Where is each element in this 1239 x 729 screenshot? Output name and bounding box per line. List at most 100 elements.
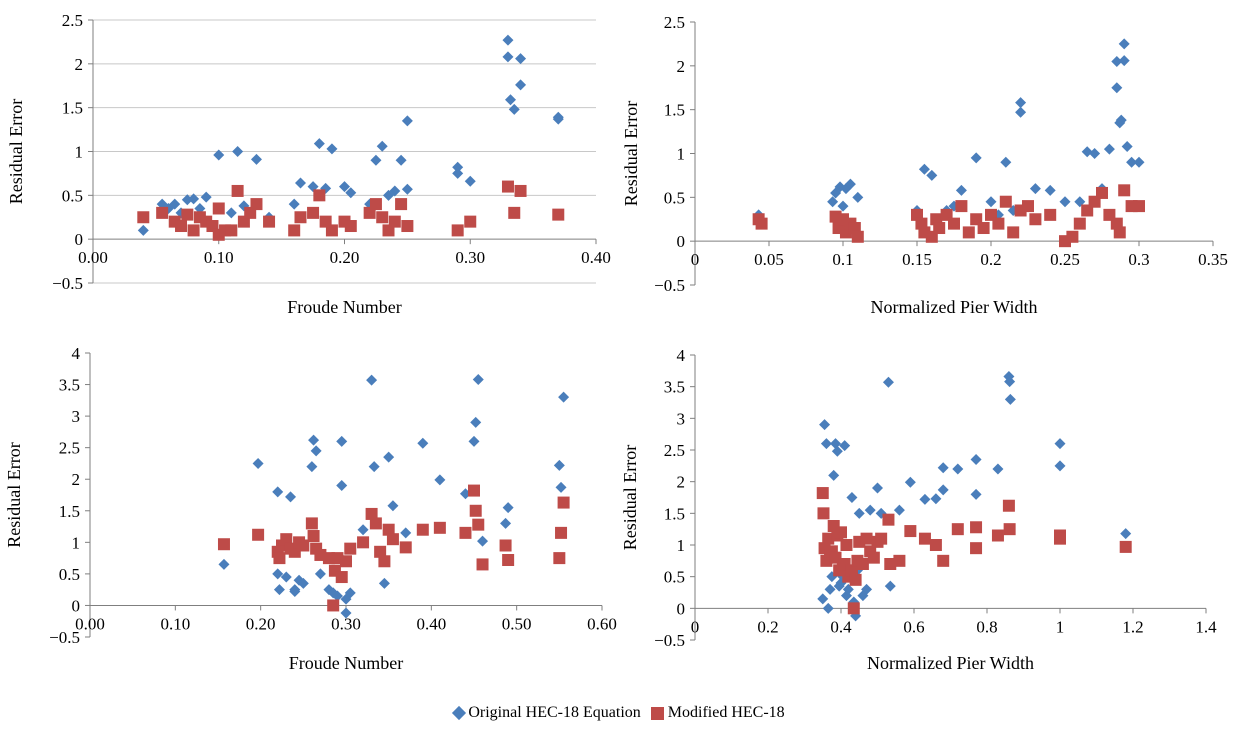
data-point-modified (326, 224, 338, 236)
legend-label-modified: Modified HEC-18 (668, 704, 785, 721)
data-point-modified (1000, 196, 1012, 208)
chart-panel-2: −0.500.511.522.50 0.05 0.1 0.15 0.2 0.25 0.3 0.… (621, 13, 1228, 317)
data-point-original (854, 508, 865, 519)
data-point-modified (817, 487, 829, 499)
data-point-original (251, 154, 262, 165)
data-point-original (819, 419, 830, 430)
y-tick-label: 2 (72, 470, 81, 489)
data-point-original (138, 225, 149, 236)
data-point-original (473, 374, 484, 385)
data-point-original (387, 500, 398, 511)
x-tick-label: 0.15 (902, 250, 932, 269)
data-point-modified (930, 539, 942, 551)
y-axis-title: Residual Error (4, 442, 24, 547)
square-marker-icon (651, 707, 664, 720)
data-point-modified (477, 558, 489, 570)
data-point-modified (307, 207, 319, 219)
data-point-modified (1003, 500, 1015, 512)
data-point-original (272, 486, 283, 497)
chart-panel-1: −0.5 0 0.5 1 1.5 2 2.5 0.00 0.10 0.20 0.30 0.40 Frou… (6, 11, 611, 317)
data-point-modified (357, 536, 369, 548)
data-point-modified (252, 529, 264, 541)
data-point-modified (1096, 187, 1108, 199)
y-tick-label: 4 (677, 346, 686, 365)
data-point-modified (250, 198, 262, 210)
data-point-original (986, 196, 997, 207)
data-point-original (558, 392, 569, 403)
y-tick-label: 1.5 (62, 99, 83, 118)
data-point-original (503, 502, 514, 513)
data-point-original (201, 192, 212, 203)
data-point-original (358, 524, 369, 535)
data-point-original (865, 505, 876, 516)
y-tick-label: −0.5 (52, 274, 83, 293)
y-tick-label: 0.5 (664, 188, 685, 207)
data-point-original (1055, 438, 1066, 449)
data-point-modified (1007, 226, 1019, 238)
y-tick-label: 0 (75, 230, 84, 249)
data-point-modified (213, 202, 225, 214)
data-point-original (308, 435, 319, 446)
y-tick-label: 1 (677, 536, 686, 555)
data-point-original (226, 207, 237, 218)
x-tick-label: 0.1 (832, 250, 853, 269)
data-point-modified (882, 514, 894, 526)
x-tick-label: 0.30 (455, 248, 485, 267)
x-axis-title: Froude Number (289, 653, 403, 673)
data-point-modified (970, 542, 982, 554)
x-tick-label: 0.35 (1198, 250, 1228, 269)
data-point-original (1015, 107, 1026, 118)
data-point-modified (992, 530, 1004, 542)
data-point-original (823, 603, 834, 614)
data-point-original (885, 581, 896, 592)
x-tick-label: 0.8 (976, 617, 997, 636)
y-tick-label: 0.5 (664, 568, 685, 587)
data-point-modified (515, 185, 527, 197)
x-tick-label: 0.6 (903, 617, 924, 636)
data-point-modified (232, 185, 244, 197)
data-point-original (469, 436, 480, 447)
data-point-original (553, 112, 564, 123)
data-point-original (465, 176, 476, 187)
data-point-original (377, 141, 388, 152)
data-point-original (1000, 157, 1011, 168)
data-point-modified (963, 226, 975, 238)
data-point-modified (848, 602, 860, 614)
x-tick-label: 0.40 (416, 614, 446, 633)
data-point-modified (336, 571, 348, 583)
x-tick-label: 0.10 (160, 614, 190, 633)
data-point-modified (948, 218, 960, 230)
x-tick-label: 0.2 (980, 250, 1001, 269)
data-point-modified (378, 555, 390, 567)
y-tick-label: 2 (75, 55, 84, 74)
data-point-original (505, 94, 516, 105)
data-point-original (396, 155, 407, 166)
data-point-original (830, 438, 841, 449)
x-tick-label: 0.00 (75, 614, 105, 633)
data-point-modified (308, 530, 320, 542)
data-point-original (383, 452, 394, 463)
data-point-original (509, 104, 520, 115)
data-point-modified (1133, 200, 1145, 212)
data-point-modified (345, 220, 357, 232)
data-point-original (502, 35, 513, 46)
data-point-original (1055, 460, 1066, 471)
data-point-original (1089, 148, 1100, 159)
data-point-original (434, 474, 445, 485)
y-tick-label: 1 (75, 143, 84, 162)
x-tick-label: 0 (691, 617, 700, 636)
data-point-original (477, 536, 488, 547)
data-point-original (379, 578, 390, 589)
data-point-original (315, 568, 326, 579)
data-point-original (828, 470, 839, 481)
data-point-modified (297, 539, 309, 551)
x-tick-label: 0.3 (1128, 250, 1149, 269)
data-point-original (326, 143, 337, 154)
data-point-original (956, 185, 967, 196)
y-tick-label: 3.5 (664, 378, 685, 397)
data-point-original (926, 170, 937, 181)
y-tick-label: 2 (677, 473, 686, 492)
data-point-original (1111, 82, 1122, 93)
x-tick-label: 0.50 (502, 614, 532, 633)
data-point-modified (137, 211, 149, 223)
